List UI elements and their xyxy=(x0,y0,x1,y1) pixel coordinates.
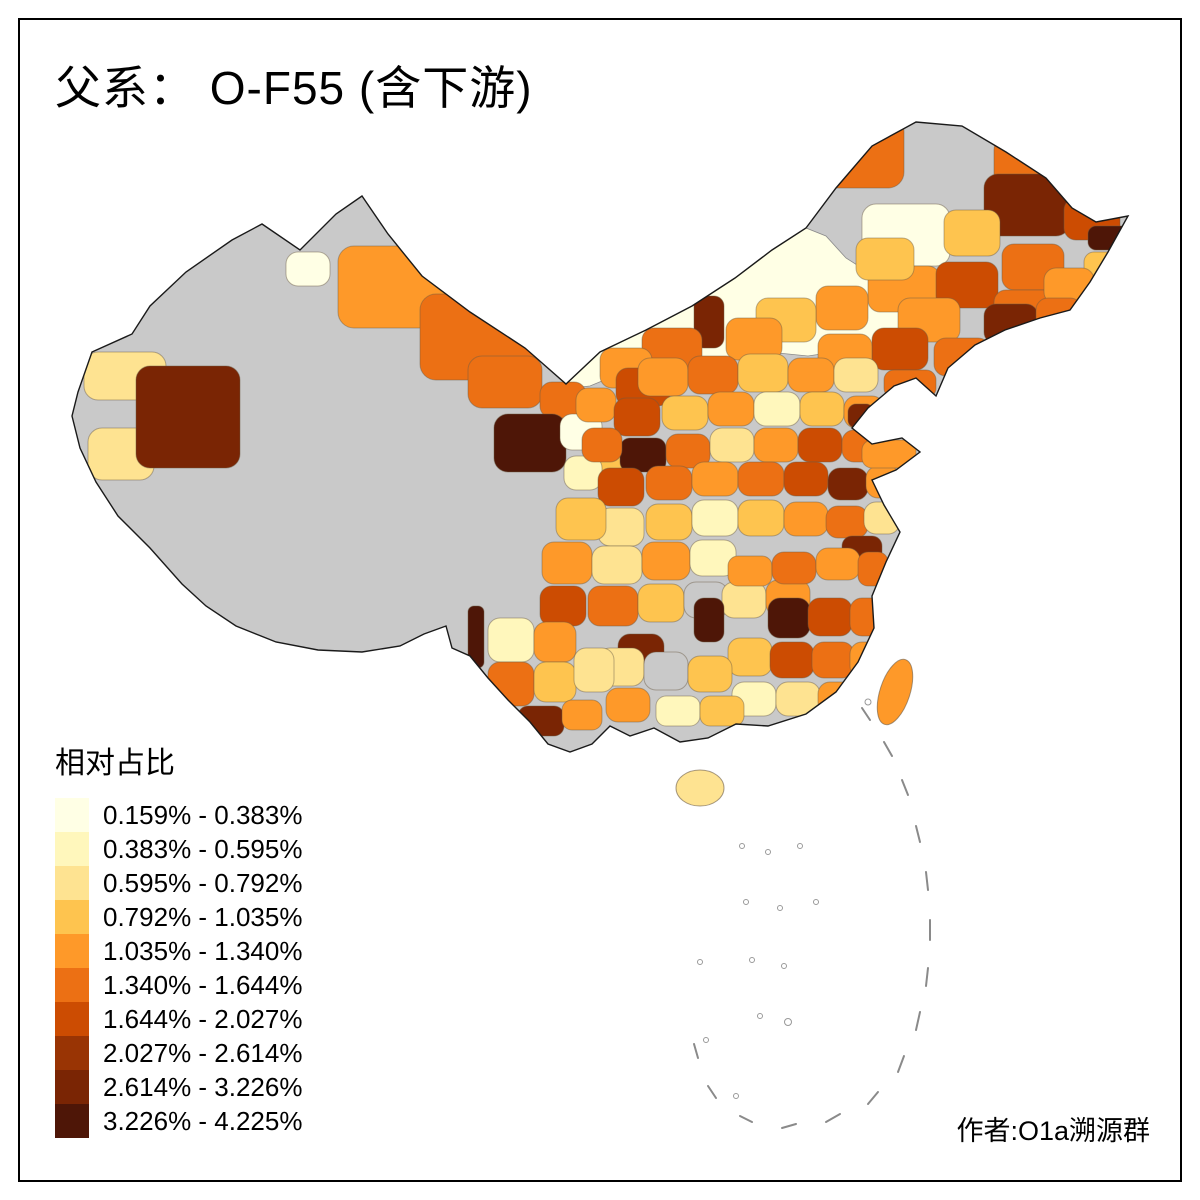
legend-swatch xyxy=(55,798,89,832)
hainan-island xyxy=(675,769,725,807)
legend-label: 0.159% - 0.383% xyxy=(103,799,303,830)
legend-swatch xyxy=(55,968,89,1002)
legend: 相对占比 0.159% - 0.383% 0.383% - 0.595% 0.595… xyxy=(55,738,302,1138)
legend-row: 0.159% - 0.383% xyxy=(55,798,302,832)
author-credit: 作者:O1a溯源群 xyxy=(956,1116,1150,1146)
legend-label: 3.226% - 4.225% xyxy=(103,1105,303,1136)
legend-swatch xyxy=(55,832,89,866)
legend-row: 1.644% - 2.027% xyxy=(55,1002,302,1036)
legend-swatch xyxy=(55,934,89,968)
legend-row: 2.027% - 2.614% xyxy=(55,1036,302,1070)
legend-row: 0.595% - 0.792% xyxy=(55,866,302,900)
taiwan-island xyxy=(876,658,914,726)
islands xyxy=(675,658,914,807)
legend-label: 0.595% - 0.792% xyxy=(103,867,303,898)
legend-label: 1.035% - 1.340% xyxy=(103,935,303,966)
sea-dash-line xyxy=(693,707,931,1129)
legend-row: 1.340% - 1.644% xyxy=(55,968,302,1002)
page-title: 父系： O-F55 (含下游) xyxy=(55,62,533,114)
legend-row: 0.383% - 0.595% xyxy=(55,832,302,866)
legend-swatch xyxy=(55,1002,89,1036)
legend-label: 2.027% - 2.614% xyxy=(103,1037,303,1068)
legend-label: 1.644% - 2.027% xyxy=(103,1003,303,1034)
legend-label: 0.792% - 1.035% xyxy=(103,901,303,932)
legend-row: 0.792% - 1.035% xyxy=(55,900,302,934)
legend-swatch xyxy=(55,1070,89,1104)
legend-row: 3.226% - 4.225% xyxy=(55,1104,302,1138)
penghu-islet xyxy=(864,698,872,706)
legend-swatch xyxy=(55,1104,89,1138)
legend-label: 2.614% - 3.226% xyxy=(103,1071,303,1102)
legend-label: 1.340% - 1.644% xyxy=(103,969,303,1000)
legend-title: 相对占比 xyxy=(55,747,175,780)
legend-swatch xyxy=(55,900,89,934)
legend-swatch xyxy=(55,1036,89,1070)
legend-swatch xyxy=(55,866,89,900)
sea-islets xyxy=(697,843,819,1099)
legend-row: 2.614% - 3.226% xyxy=(55,1070,302,1104)
legend-row: 1.035% - 1.340% xyxy=(55,934,302,968)
legend-label: 0.383% - 0.595% xyxy=(103,833,303,864)
legend-rows: 0.159% - 0.383% 0.383% - 0.595% 0.595% - 0… xyxy=(55,798,302,1138)
